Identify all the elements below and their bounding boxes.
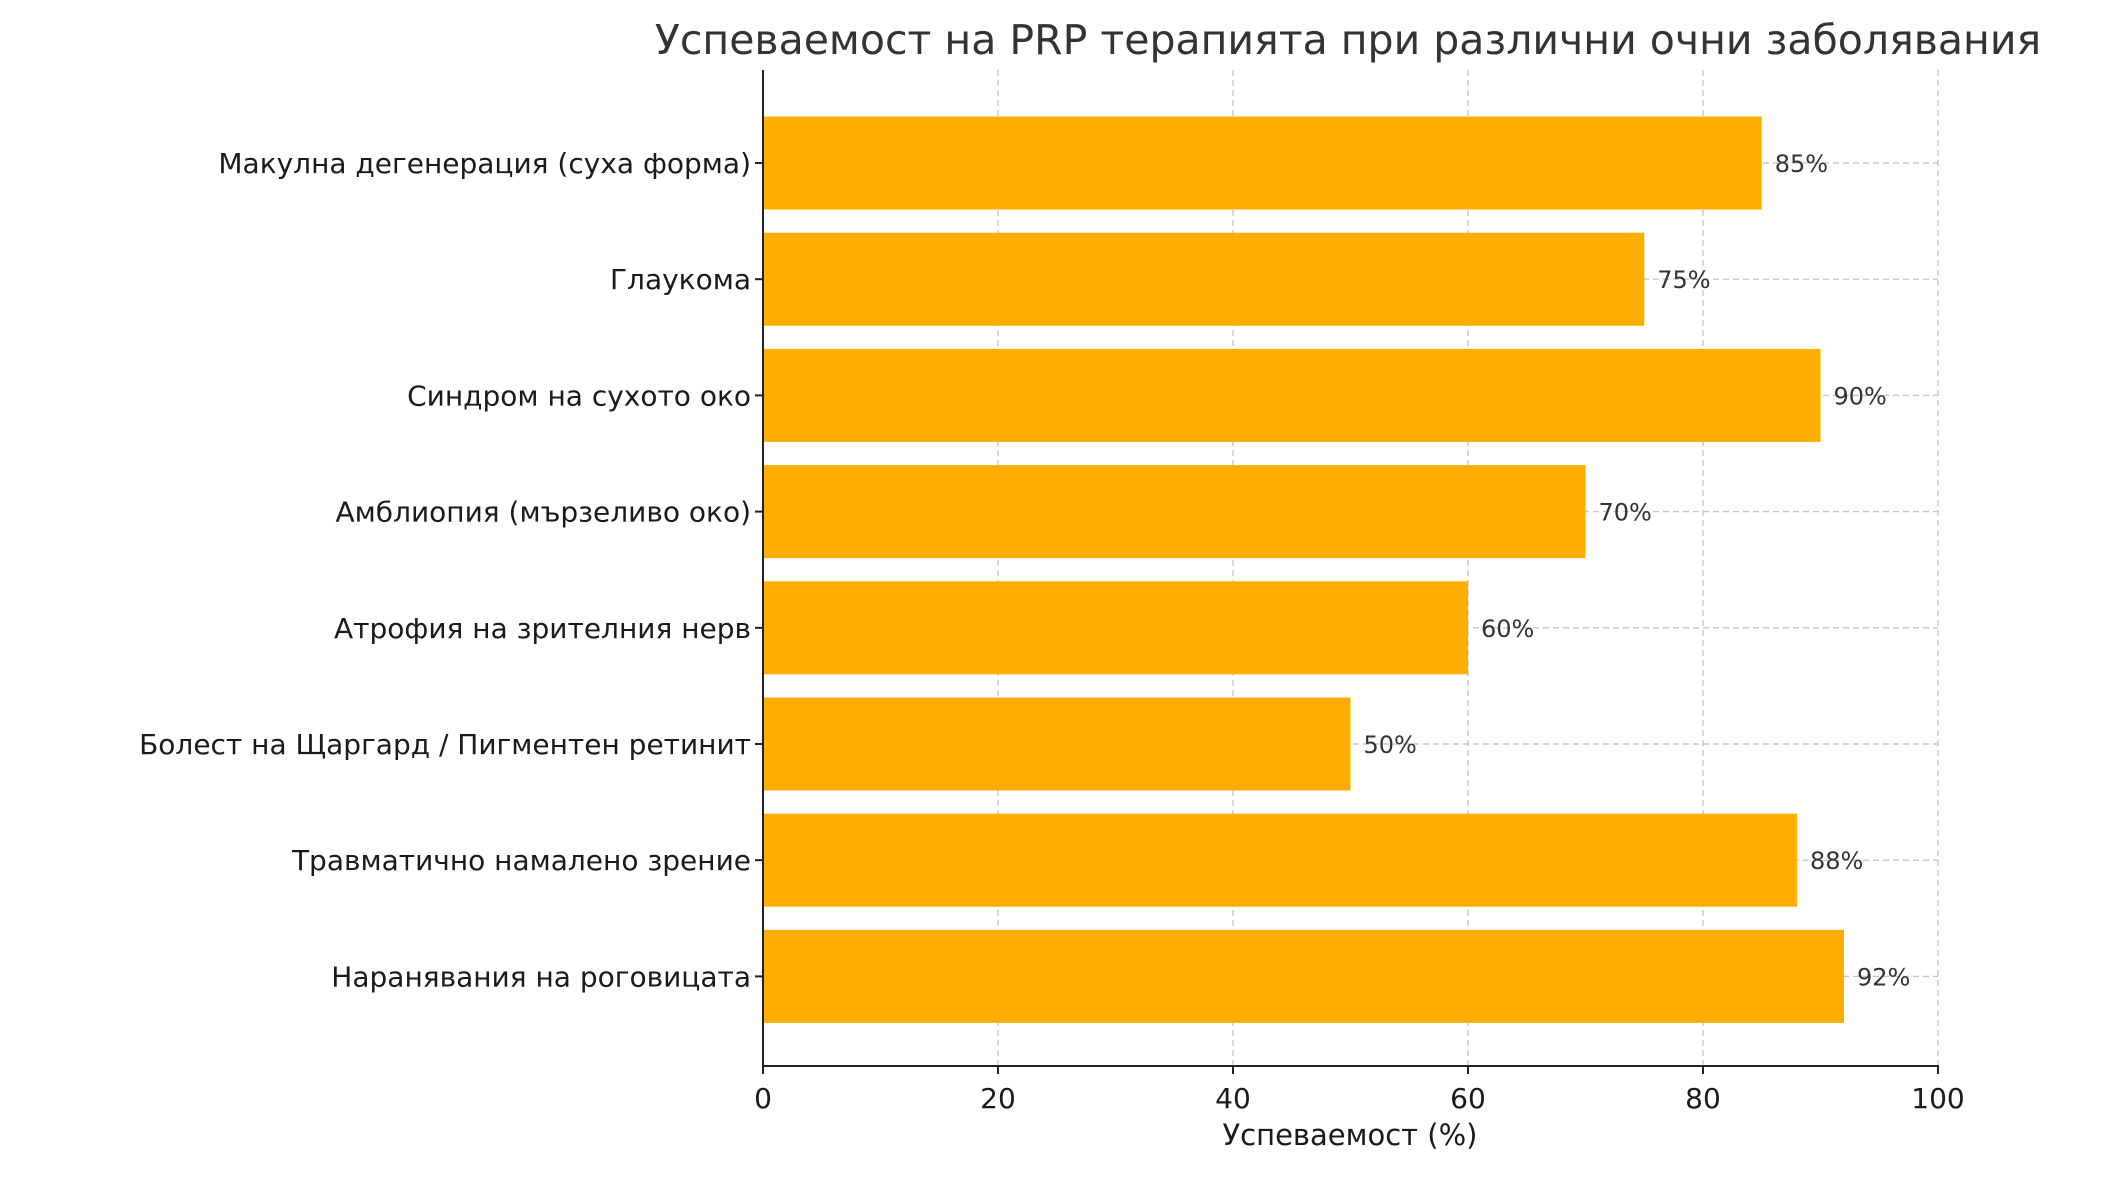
bar-value-label: 60% [1481, 615, 1534, 643]
x-tick-label: 60 [1450, 1082, 1486, 1115]
bar-value-label: 70% [1599, 499, 1652, 527]
category-label: Травматично намалено зрение [291, 844, 751, 877]
bar-value-label: 50% [1364, 731, 1417, 759]
x-tick-label: 40 [1215, 1082, 1251, 1115]
category-label: Синдром на сухото око [407, 379, 751, 412]
bar [763, 116, 1762, 210]
bar [763, 929, 1844, 1023]
x-tick-label: 100 [1911, 1082, 1964, 1115]
category-label: Болест на Щаргард / Пигментен ретинит [139, 728, 751, 761]
x-tick-label: 80 [1685, 1082, 1721, 1115]
chart-title: Успеваемост на PRP терапията при различн… [655, 16, 2041, 64]
x-tick-label: 0 [754, 1082, 772, 1115]
bar-value-label: 92% [1857, 963, 1910, 991]
bar-value-label: 90% [1834, 382, 1887, 410]
bar [763, 465, 1586, 559]
bar [763, 813, 1797, 907]
x-axis-label: Успеваемост (%) [1223, 1118, 1478, 1152]
category-label: Макулна дегенерация (суха форма) [218, 147, 751, 180]
bar-value-label: 85% [1775, 150, 1828, 178]
x-tick-label: 20 [980, 1082, 1016, 1115]
bar-value-label: 88% [1810, 847, 1863, 875]
bar [763, 581, 1468, 675]
category-label: Наранявания на роговицата [331, 960, 751, 993]
bar [763, 232, 1645, 326]
category-label: Амблиопия (мързеливо око) [336, 496, 751, 529]
bar-value-label: 75% [1657, 266, 1710, 294]
bar [763, 697, 1351, 791]
category-label: Глаукома [610, 263, 751, 296]
category-label: Атрофия на зрителния нерв [334, 612, 751, 645]
bar [763, 348, 1821, 442]
